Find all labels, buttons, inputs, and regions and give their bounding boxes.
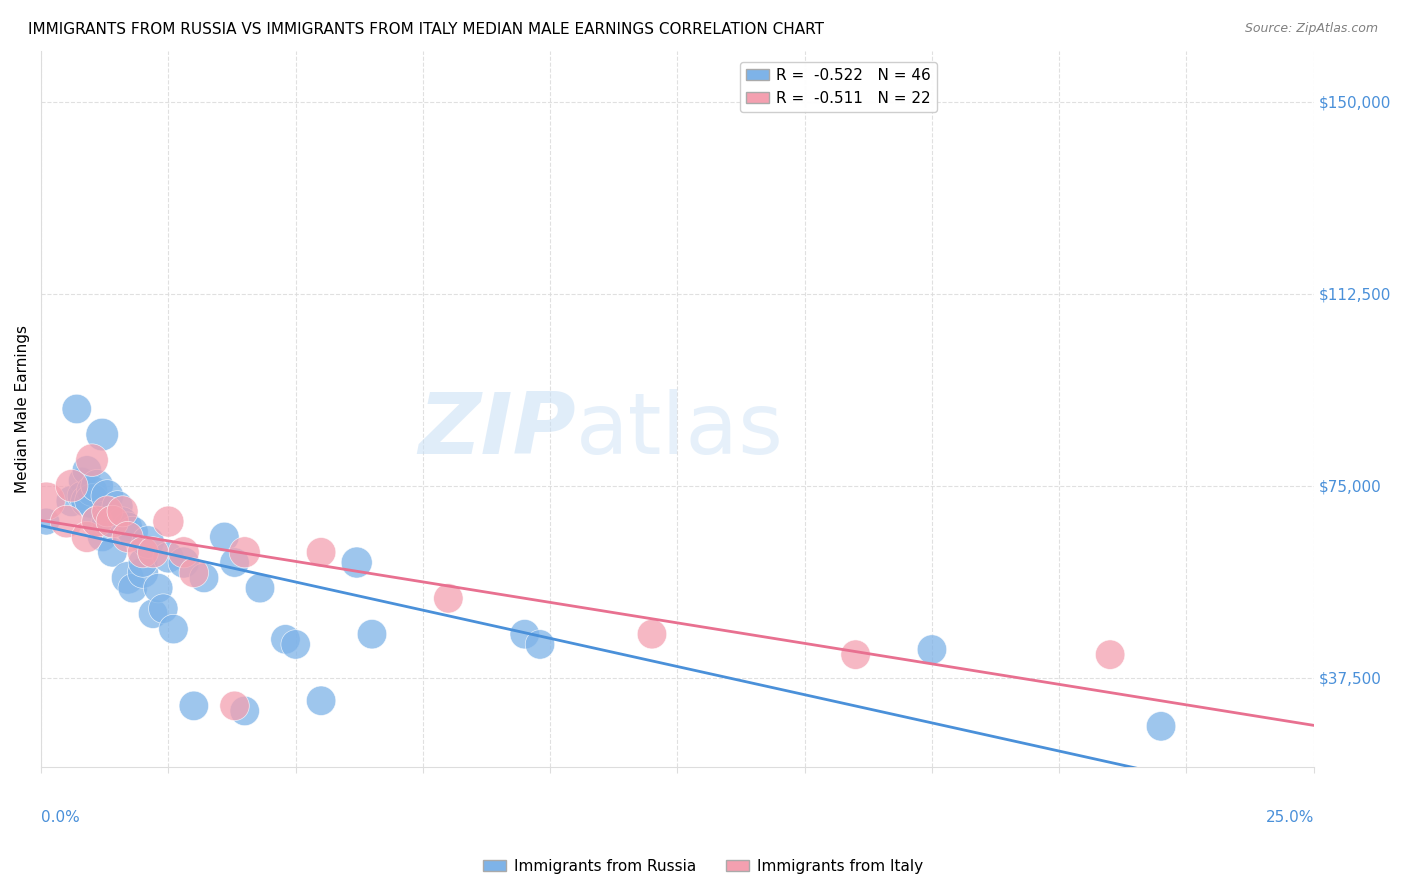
- Point: [66, 401, 89, 416]
- Point: [274, 632, 297, 647]
- Point: [136, 535, 159, 549]
- Point: [214, 530, 236, 544]
- Point: [224, 556, 246, 570]
- Point: [80, 453, 103, 467]
- Point: [107, 500, 129, 514]
- Point: [70, 474, 93, 488]
- Point: [142, 545, 165, 559]
- Point: [309, 694, 332, 708]
- Point: [921, 642, 943, 657]
- Text: atlas: atlas: [575, 389, 783, 472]
- Point: [111, 515, 134, 529]
- Point: [224, 698, 246, 713]
- Point: [96, 515, 118, 529]
- Point: [80, 494, 103, 508]
- Point: [76, 494, 98, 508]
- Point: [117, 519, 139, 533]
- Point: [60, 479, 83, 493]
- Point: [193, 571, 215, 585]
- Point: [91, 427, 114, 442]
- Point: [157, 515, 180, 529]
- Point: [86, 479, 108, 493]
- Point: [148, 581, 170, 595]
- Point: [845, 648, 868, 662]
- Point: [173, 545, 195, 559]
- Point: [183, 566, 205, 580]
- Point: [183, 698, 205, 713]
- Point: [76, 463, 98, 477]
- Text: 0.0%: 0.0%: [41, 810, 80, 825]
- Point: [1150, 719, 1173, 733]
- Text: 25.0%: 25.0%: [1265, 810, 1313, 825]
- Legend: R =  -0.522   N = 46, R =  -0.511   N = 22: R = -0.522 N = 46, R = -0.511 N = 22: [740, 62, 936, 112]
- Point: [86, 515, 108, 529]
- Point: [162, 622, 184, 636]
- Point: [309, 545, 332, 559]
- Point: [91, 530, 114, 544]
- Legend: Immigrants from Russia, Immigrants from Italy: Immigrants from Russia, Immigrants from …: [477, 853, 929, 880]
- Point: [86, 515, 108, 529]
- Point: [55, 515, 77, 529]
- Point: [529, 637, 551, 651]
- Point: [233, 545, 256, 559]
- Point: [121, 524, 143, 539]
- Point: [361, 627, 384, 641]
- Point: [641, 627, 664, 641]
- Point: [76, 530, 98, 544]
- Point: [346, 556, 368, 570]
- Point: [132, 566, 155, 580]
- Point: [437, 591, 460, 606]
- Text: IMMIGRANTS FROM RUSSIA VS IMMIGRANTS FROM ITALY MEDIAN MALE EARNINGS CORRELATION: IMMIGRANTS FROM RUSSIA VS IMMIGRANTS FRO…: [28, 22, 824, 37]
- Point: [284, 637, 307, 651]
- Point: [117, 571, 139, 585]
- Point: [96, 504, 118, 518]
- Text: Source: ZipAtlas.com: Source: ZipAtlas.com: [1244, 22, 1378, 36]
- Point: [513, 627, 536, 641]
- Point: [152, 601, 174, 615]
- Point: [35, 515, 58, 529]
- Point: [60, 494, 83, 508]
- Point: [111, 504, 134, 518]
- Point: [96, 489, 118, 503]
- Point: [249, 581, 271, 595]
- Point: [157, 550, 180, 565]
- Point: [35, 494, 58, 508]
- Point: [117, 530, 139, 544]
- Point: [233, 704, 256, 718]
- Text: ZIP: ZIP: [418, 389, 575, 472]
- Point: [142, 607, 165, 621]
- Point: [70, 489, 93, 503]
- Point: [121, 581, 143, 595]
- Point: [132, 556, 155, 570]
- Point: [1099, 648, 1122, 662]
- Point: [101, 515, 124, 529]
- Y-axis label: Median Male Earnings: Median Male Earnings: [15, 325, 30, 493]
- Point: [80, 483, 103, 498]
- Point: [173, 556, 195, 570]
- Point: [101, 545, 124, 559]
- Point: [132, 545, 155, 559]
